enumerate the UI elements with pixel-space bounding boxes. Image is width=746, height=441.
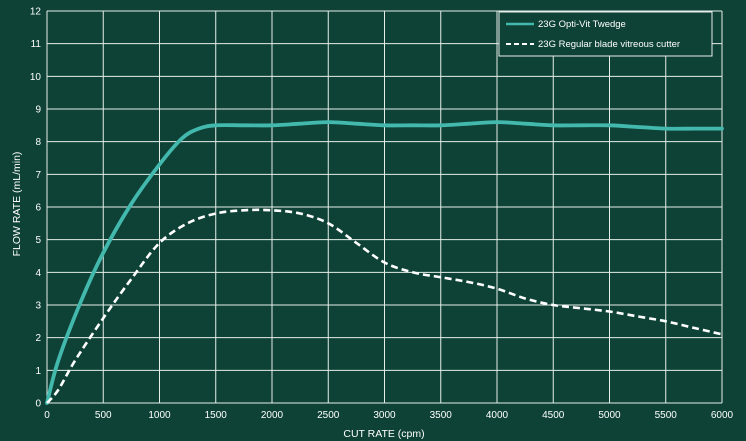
x-axis-label: CUT RATE (cpm) xyxy=(343,428,424,440)
series-line-regular-blade xyxy=(46,208,723,404)
y-tick-label: 6 xyxy=(35,203,41,214)
x-tick-label: 5000 xyxy=(598,410,621,421)
y-tick-label: 2 xyxy=(35,333,41,344)
x-tick-label: 5500 xyxy=(655,410,678,421)
x-tick-label: 3500 xyxy=(430,410,453,421)
x-tick-label: 4000 xyxy=(486,410,509,421)
y-tick-label: 12 xyxy=(30,7,42,18)
y-tick-label: 11 xyxy=(31,39,42,50)
y-tick-label: 3 xyxy=(35,301,41,312)
legend-box xyxy=(498,11,713,57)
y-tick-label: 5 xyxy=(35,235,41,246)
y-tick-label: 9 xyxy=(35,105,41,116)
x-tick-label: 1500 xyxy=(205,410,228,421)
y-tick-label: 8 xyxy=(35,137,41,148)
x-tick-labels: 0 500 1000 1500 2000 2500 3000 3500 4000 4500 5000… xyxy=(44,410,733,421)
x-tick-label: 500 xyxy=(95,410,112,421)
y-tick-label: 1 xyxy=(35,366,41,377)
y-tick-label: 0 xyxy=(35,399,41,410)
series-line-opti-vit xyxy=(45,120,724,405)
y-axis-label: FLOW RATE (mL/min) xyxy=(11,152,23,257)
y-tick-label: 7 xyxy=(35,170,41,181)
legend: 23G Opti-Vit Twedge 23G Regular blade vi… xyxy=(498,11,713,57)
x-tick-label: 6000 xyxy=(711,410,734,421)
x-tick-label: 0 xyxy=(44,410,50,421)
legend-label-dashed: 23G Regular blade vitreous cutter xyxy=(538,39,680,50)
x-tick-label: 2500 xyxy=(317,410,340,421)
series-lines xyxy=(45,120,724,405)
y-tick-label: 10 xyxy=(30,72,42,83)
grid-lines xyxy=(46,10,723,404)
legend-label-solid: 23G Opti-Vit Twedge xyxy=(538,19,626,30)
x-tick-label: 4500 xyxy=(542,410,565,421)
y-tick-label: 4 xyxy=(35,268,41,279)
x-tick-label: 1000 xyxy=(148,410,171,421)
x-tick-label: 2000 xyxy=(261,410,284,421)
x-tick-label: 3000 xyxy=(373,410,396,421)
